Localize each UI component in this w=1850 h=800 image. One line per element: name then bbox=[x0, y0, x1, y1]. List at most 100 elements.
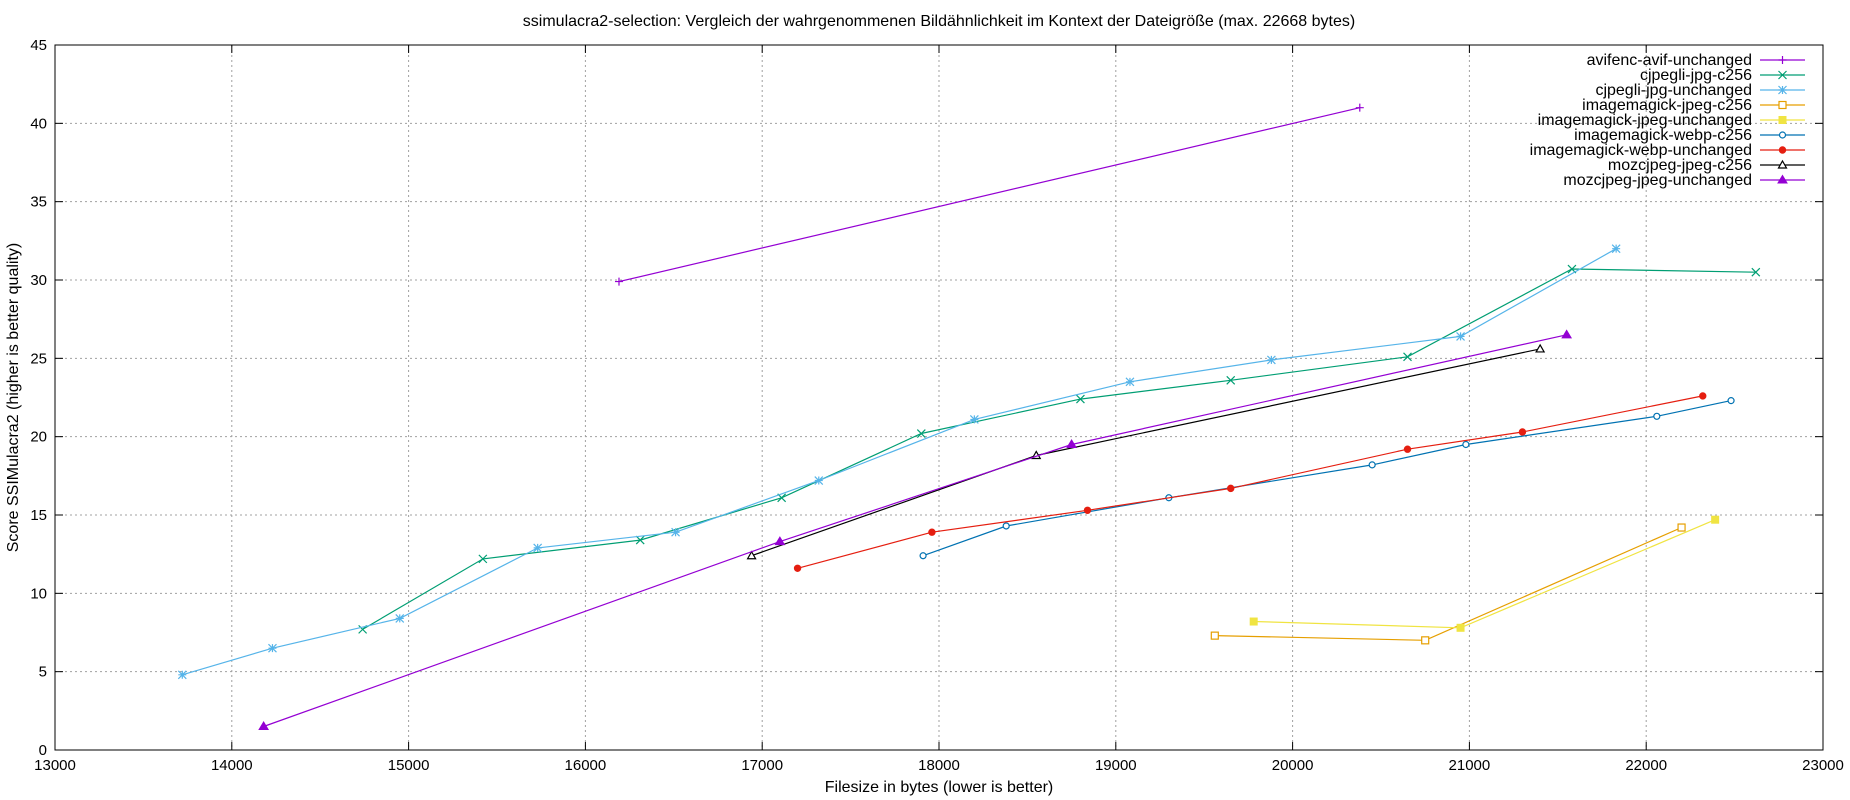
data-point bbox=[969, 415, 979, 424]
legend-label: cjpegli-jpg-unchanged bbox=[1595, 82, 1752, 99]
data-point bbox=[1699, 392, 1707, 400]
y-tick-label: 40 bbox=[30, 115, 47, 132]
legend-marker bbox=[1778, 131, 1787, 139]
y-tick-label: 15 bbox=[30, 507, 47, 524]
data-point bbox=[1677, 523, 1686, 532]
legend-marker bbox=[1778, 146, 1787, 154]
data-point bbox=[395, 613, 405, 623]
data-point bbox=[1083, 506, 1092, 514]
data-point bbox=[916, 429, 926, 438]
legend-marker bbox=[1777, 174, 1788, 184]
legend: avifenc-avif-unchangedcjpegli-jpg-c256cj… bbox=[1530, 52, 1805, 189]
legend-label: imagemagick-webp-c256 bbox=[1574, 127, 1752, 144]
data-point bbox=[671, 527, 680, 537]
legend-label: mozcjpeg-jpeg-unchanged bbox=[1563, 172, 1752, 189]
series-imagemagick-webp-c256 bbox=[919, 397, 1735, 560]
series-cjpegli-jpg-c256 bbox=[358, 264, 1761, 634]
x-tick-label: 23000 bbox=[1802, 757, 1844, 774]
data-point bbox=[1561, 329, 1573, 339]
series-line bbox=[1214, 526, 1682, 641]
legend-item: mozcjpeg-jpeg-c256 bbox=[1608, 157, 1805, 174]
data-point bbox=[533, 543, 543, 553]
legend-item: cjpegli-jpg-c256 bbox=[1640, 67, 1805, 84]
legend-item: imagemagick-webp-c256 bbox=[1574, 127, 1805, 144]
x-axis-label: Filesize in bytes (lower is better) bbox=[825, 779, 1054, 796]
series-imagemagick-jpeg-c256 bbox=[1210, 523, 1686, 645]
legend-marker bbox=[1778, 116, 1787, 124]
data-point bbox=[258, 721, 270, 730]
legend-item: imagemagick-webp-unchanged bbox=[1530, 142, 1805, 159]
data-point bbox=[1653, 412, 1661, 420]
data-point bbox=[1066, 439, 1077, 448]
legend-label: imagemagick-jpeg-unchanged bbox=[1538, 112, 1752, 129]
data-point bbox=[1711, 515, 1720, 524]
y-axis: 0 5 10 15 20 25 30 35 40 45 bbox=[30, 37, 1823, 759]
data-point bbox=[635, 535, 645, 545]
legend-label: imagemagick-jpeg-c256 bbox=[1582, 97, 1752, 114]
data-point bbox=[1727, 397, 1735, 405]
data-point bbox=[1210, 631, 1219, 640]
legend-label: imagemagick-webp-unchanged bbox=[1530, 142, 1752, 159]
legend-marker bbox=[1778, 70, 1787, 80]
data-point bbox=[1535, 343, 1546, 353]
x-tick-label: 22000 bbox=[1625, 757, 1667, 774]
series-avifenc-avif-unchanged bbox=[614, 103, 1364, 286]
data-point bbox=[1002, 522, 1010, 530]
data-point bbox=[1421, 636, 1430, 645]
x-tick-label: 19000 bbox=[1095, 757, 1137, 774]
series-imagemagick-webp-unchanged bbox=[793, 392, 1707, 572]
series-layer bbox=[177, 103, 1761, 730]
legend-marker bbox=[1778, 85, 1787, 95]
legend-item: imagemagick-jpeg-unchanged bbox=[1538, 112, 1805, 129]
series-line bbox=[182, 248, 1617, 676]
data-point bbox=[1403, 352, 1412, 362]
legend-item: imagemagick-jpeg-c256 bbox=[1582, 97, 1805, 114]
series-line bbox=[922, 400, 1732, 557]
series-imagemagick-jpeg-unchanged bbox=[1249, 515, 1720, 632]
data-point bbox=[746, 550, 757, 560]
legend-marker bbox=[1778, 100, 1787, 110]
legend-label: mozcjpeg-jpeg-c256 bbox=[1608, 157, 1752, 174]
y-tick-label: 10 bbox=[30, 585, 47, 602]
series-line bbox=[263, 334, 1567, 728]
legend-label: cjpegli-jpg-c256 bbox=[1640, 67, 1752, 84]
legend-item: mozcjpeg-jpeg-unchanged bbox=[1563, 172, 1805, 189]
data-point bbox=[1226, 375, 1236, 385]
data-point bbox=[1368, 461, 1376, 469]
data-point bbox=[1518, 428, 1527, 436]
data-point bbox=[614, 277, 623, 286]
legend-label: avifenc-avif-unchanged bbox=[1587, 52, 1752, 69]
legend-marker bbox=[1777, 159, 1788, 169]
data-point bbox=[1751, 267, 1761, 277]
y-tick-label: 5 bbox=[39, 664, 47, 681]
y-tick-label: 25 bbox=[30, 350, 47, 367]
legend-item: cjpegli-jpg-unchanged bbox=[1595, 82, 1805, 99]
series-line bbox=[797, 395, 1703, 569]
data-point bbox=[928, 528, 936, 536]
data-point bbox=[1227, 484, 1235, 493]
x-tick-label: 13000 bbox=[34, 757, 76, 774]
x-tick-label: 17000 bbox=[741, 757, 783, 774]
y-tick-label: 45 bbox=[30, 37, 47, 54]
data-point bbox=[1125, 377, 1135, 387]
chart-title: ssimulacra2-selection: Vergleich der wah… bbox=[523, 13, 1355, 30]
data-point bbox=[1611, 244, 1621, 254]
series-mozcjpeg-jpeg-c256 bbox=[746, 343, 1546, 560]
y-axis-label: Score SSIMulacra2 (higher is better qual… bbox=[5, 243, 22, 552]
data-point bbox=[919, 552, 927, 560]
x-axis: 13000 14000 15000 16000 17000 18000 19000 20000… bbox=[34, 45, 1844, 774]
data-point bbox=[1249, 617, 1258, 626]
y-tick-label: 30 bbox=[30, 272, 47, 289]
x-tick-label: 16000 bbox=[565, 757, 607, 774]
data-point bbox=[1456, 331, 1465, 341]
data-point bbox=[268, 643, 277, 653]
data-point bbox=[1456, 623, 1465, 632]
x-tick-label: 20000 bbox=[1272, 757, 1314, 774]
data-point bbox=[177, 670, 187, 680]
series-cjpegli-jpg-unchanged bbox=[177, 244, 1621, 680]
y-tick-label: 35 bbox=[30, 194, 47, 211]
data-point bbox=[1403, 445, 1412, 453]
series-line bbox=[618, 107, 1360, 283]
data-point bbox=[1076, 394, 1085, 404]
